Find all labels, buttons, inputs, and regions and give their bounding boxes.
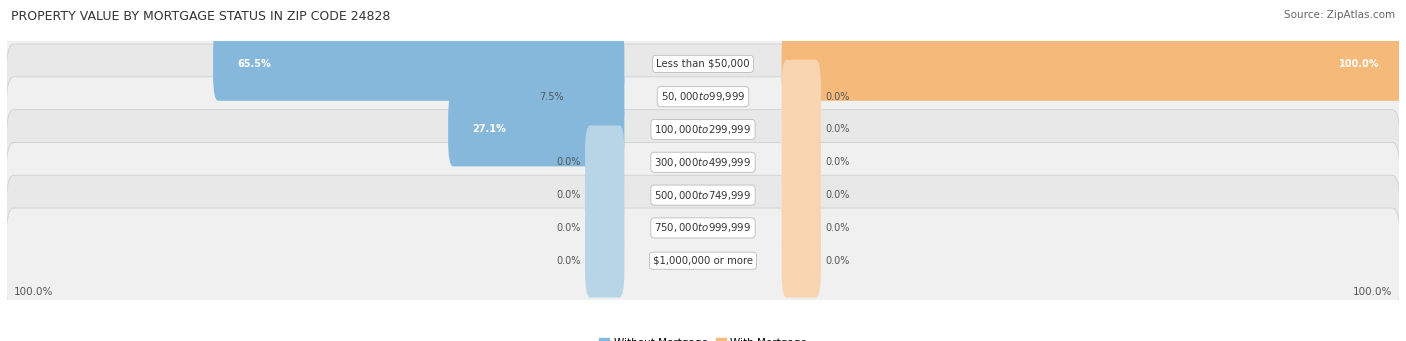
FancyBboxPatch shape [6,44,1400,149]
Text: Less than $50,000: Less than $50,000 [657,59,749,69]
Text: $1,000,000 or more: $1,000,000 or more [652,256,754,266]
Text: $750,000 to $999,999: $750,000 to $999,999 [654,221,752,234]
Text: $500,000 to $749,999: $500,000 to $749,999 [654,189,752,202]
Text: 100.0%: 100.0% [1353,287,1392,297]
Legend: Without Mortgage, With Mortgage: Without Mortgage, With Mortgage [595,333,811,341]
Text: 0.0%: 0.0% [557,256,581,266]
Text: 100.0%: 100.0% [14,287,53,297]
Text: 0.0%: 0.0% [825,157,849,167]
FancyBboxPatch shape [6,110,1400,215]
FancyBboxPatch shape [585,125,624,199]
Text: Source: ZipAtlas.com: Source: ZipAtlas.com [1284,10,1395,20]
FancyBboxPatch shape [782,60,821,134]
FancyBboxPatch shape [6,175,1400,281]
Text: $100,000 to $299,999: $100,000 to $299,999 [654,123,752,136]
Text: 0.0%: 0.0% [557,223,581,233]
FancyBboxPatch shape [449,93,624,166]
FancyBboxPatch shape [6,11,1400,117]
FancyBboxPatch shape [585,191,624,265]
Text: 0.0%: 0.0% [825,256,849,266]
FancyBboxPatch shape [782,191,821,265]
Text: 0.0%: 0.0% [825,223,849,233]
Text: $50,000 to $99,999: $50,000 to $99,999 [661,90,745,103]
Text: 0.0%: 0.0% [825,190,849,200]
FancyBboxPatch shape [782,158,821,232]
FancyBboxPatch shape [6,208,1400,313]
FancyBboxPatch shape [6,77,1400,182]
FancyBboxPatch shape [6,143,1400,248]
Text: 0.0%: 0.0% [557,157,581,167]
Text: 0.0%: 0.0% [557,190,581,200]
Text: PROPERTY VALUE BY MORTGAGE STATUS IN ZIP CODE 24828: PROPERTY VALUE BY MORTGAGE STATUS IN ZIP… [11,10,391,23]
FancyBboxPatch shape [782,224,821,298]
FancyBboxPatch shape [214,27,624,101]
Text: 0.0%: 0.0% [825,92,849,102]
FancyBboxPatch shape [585,224,624,298]
Text: 65.5%: 65.5% [238,59,271,69]
Text: 7.5%: 7.5% [538,92,564,102]
Text: 100.0%: 100.0% [1339,59,1379,69]
FancyBboxPatch shape [782,125,821,199]
Text: 0.0%: 0.0% [825,124,849,134]
FancyBboxPatch shape [568,60,624,134]
FancyBboxPatch shape [585,158,624,232]
FancyBboxPatch shape [782,27,1405,101]
Text: $300,000 to $499,999: $300,000 to $499,999 [654,156,752,169]
Text: 27.1%: 27.1% [472,124,506,134]
FancyBboxPatch shape [782,93,821,166]
